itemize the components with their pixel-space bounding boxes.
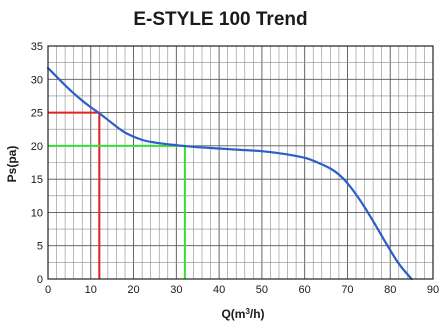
y-tick-label: 20 [31,141,43,153]
y-tick-label: 0 [37,274,43,286]
x-axis-label: Q(m3/h) [221,307,264,321]
y-tick-label: 35 [31,41,43,53]
x-tick-label: 70 [341,284,353,296]
x-tick-label: 60 [299,284,311,296]
y-tick-label: 15 [31,174,43,186]
y-tick-label: 30 [31,74,43,86]
reference-lines [48,111,186,279]
x-tick-label: 50 [256,284,268,296]
plot-frame [47,45,434,280]
x-tick-label: 80 [384,284,396,296]
x-tick-label: 0 [45,284,51,296]
x-tick-labels: 0 10 20 30 40 50 60 70 80 90 [45,284,439,296]
y-tick-label: 25 [31,108,43,120]
y-tick-label: 10 [31,207,43,219]
grid [47,45,434,280]
series-line [46,66,413,281]
series-layer [46,66,413,281]
x-tick-label: 90 [427,284,439,296]
x-tick-label: 20 [127,284,139,296]
y-tick-label: 5 [37,241,43,253]
x-tick-label: 30 [170,284,182,296]
y-tick-labels: 0 5 10 15 20 25 30 35 [31,41,43,286]
x-tick-label: 40 [213,284,225,296]
x-tick-label: 10 [85,284,97,296]
y-axis-label: Ps(pa) [5,146,19,183]
chart-title: E-STYLE 100 Trend [133,9,308,30]
